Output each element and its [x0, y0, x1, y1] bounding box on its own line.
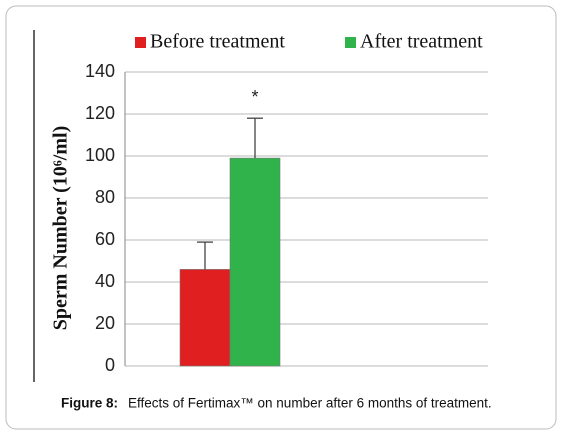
y-axis-label: Sperm Number (10⁶/ml) — [50, 126, 72, 331]
legend-label: Before treatment — [150, 31, 285, 53]
y-tick-label: 60 — [95, 229, 115, 249]
error-bar — [197, 241, 213, 270]
bar — [229, 157, 281, 367]
figure-border — [5, 5, 557, 430]
annotation: * — [251, 87, 258, 107]
bar — [179, 269, 231, 367]
y-tick-label: 120 — [85, 103, 115, 123]
caption-label: Figure 8: — [61, 396, 118, 411]
y-tick-label: 40 — [95, 271, 115, 291]
error-bar — [247, 117, 263, 159]
caption-text: Effects of Fertimax™ on number after 6 m… — [128, 396, 492, 411]
legend-swatch — [345, 37, 356, 48]
y-tick-label: 140 — [85, 61, 115, 81]
y-tick-label: 100 — [85, 145, 115, 165]
legend-swatch — [135, 37, 146, 48]
y-tick-label: 20 — [95, 313, 115, 333]
legend-label: After treatment — [360, 31, 483, 53]
y-tick-label: 0 — [105, 355, 115, 375]
y-tick-label: 80 — [95, 187, 115, 207]
